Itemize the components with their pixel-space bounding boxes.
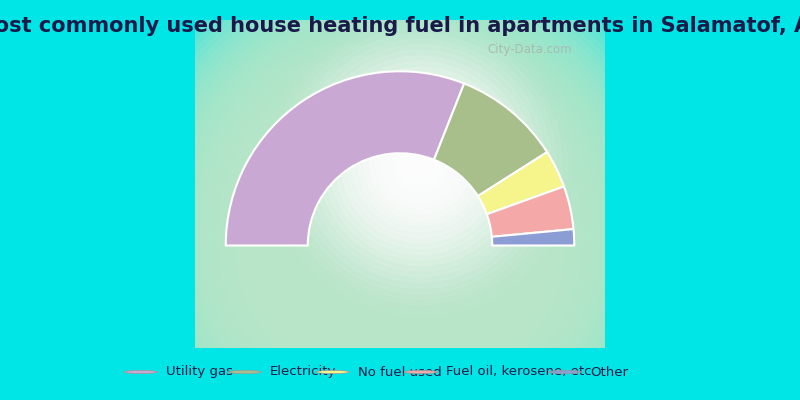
Ellipse shape	[404, 370, 438, 374]
Ellipse shape	[124, 370, 158, 374]
Circle shape	[197, 32, 603, 400]
Circle shape	[202, 37, 598, 400]
Text: Fuel oil, kerosene, etc.: Fuel oil, kerosene, etc.	[446, 366, 596, 378]
Circle shape	[259, 94, 541, 376]
Circle shape	[249, 84, 551, 386]
Circle shape	[238, 74, 562, 397]
Circle shape	[290, 34, 550, 294]
Circle shape	[403, 146, 438, 180]
Circle shape	[409, 152, 432, 175]
Circle shape	[166, 1, 634, 400]
Circle shape	[155, 0, 645, 400]
Text: No fuel used: No fuel used	[358, 366, 442, 378]
Circle shape	[330, 73, 511, 254]
Circle shape	[170, 6, 630, 400]
Circle shape	[207, 42, 593, 400]
Circle shape	[381, 124, 460, 203]
Circle shape	[176, 11, 624, 400]
Circle shape	[364, 107, 477, 220]
Circle shape	[398, 141, 443, 186]
Circle shape	[218, 53, 582, 400]
Wedge shape	[478, 152, 564, 214]
Circle shape	[318, 62, 522, 265]
Circle shape	[285, 28, 556, 299]
Text: Electricity: Electricity	[270, 366, 336, 378]
Wedge shape	[486, 186, 574, 237]
Circle shape	[160, 0, 640, 400]
Ellipse shape	[316, 370, 350, 374]
Ellipse shape	[228, 370, 262, 374]
Circle shape	[108, 0, 692, 400]
Text: Other: Other	[590, 366, 628, 378]
Wedge shape	[226, 71, 464, 246]
Circle shape	[93, 0, 707, 400]
Circle shape	[370, 113, 471, 214]
Circle shape	[212, 48, 588, 400]
Circle shape	[150, 0, 650, 400]
Circle shape	[244, 79, 556, 392]
Wedge shape	[492, 229, 574, 246]
Circle shape	[139, 0, 661, 400]
Circle shape	[129, 0, 671, 400]
Circle shape	[186, 22, 614, 400]
Circle shape	[228, 63, 572, 400]
Ellipse shape	[548, 370, 582, 374]
Circle shape	[324, 67, 517, 260]
Text: City-Data.com: City-Data.com	[487, 43, 572, 56]
Circle shape	[134, 0, 666, 400]
Circle shape	[98, 0, 702, 400]
Circle shape	[296, 39, 545, 288]
Circle shape	[307, 50, 534, 277]
Circle shape	[392, 135, 449, 192]
Circle shape	[342, 84, 500, 243]
Circle shape	[114, 0, 686, 400]
Circle shape	[313, 56, 528, 271]
Wedge shape	[434, 84, 547, 196]
Circle shape	[302, 45, 539, 282]
Circle shape	[353, 96, 488, 231]
Circle shape	[103, 0, 697, 400]
Circle shape	[375, 118, 466, 209]
Text: Utility gas: Utility gas	[166, 366, 233, 378]
Circle shape	[336, 79, 506, 248]
Circle shape	[415, 158, 426, 169]
Circle shape	[270, 105, 530, 366]
Circle shape	[181, 16, 619, 400]
Circle shape	[118, 0, 682, 400]
Circle shape	[145, 0, 655, 400]
Circle shape	[124, 0, 676, 400]
Circle shape	[254, 89, 546, 381]
Circle shape	[191, 27, 609, 400]
Circle shape	[234, 68, 566, 400]
Text: Most commonly used house heating fuel in apartments in Salamatof, AK: Most commonly used house heating fuel in…	[0, 16, 800, 36]
Circle shape	[386, 130, 454, 198]
Circle shape	[347, 90, 494, 237]
Circle shape	[222, 58, 578, 400]
Circle shape	[358, 101, 482, 226]
Circle shape	[265, 100, 535, 371]
